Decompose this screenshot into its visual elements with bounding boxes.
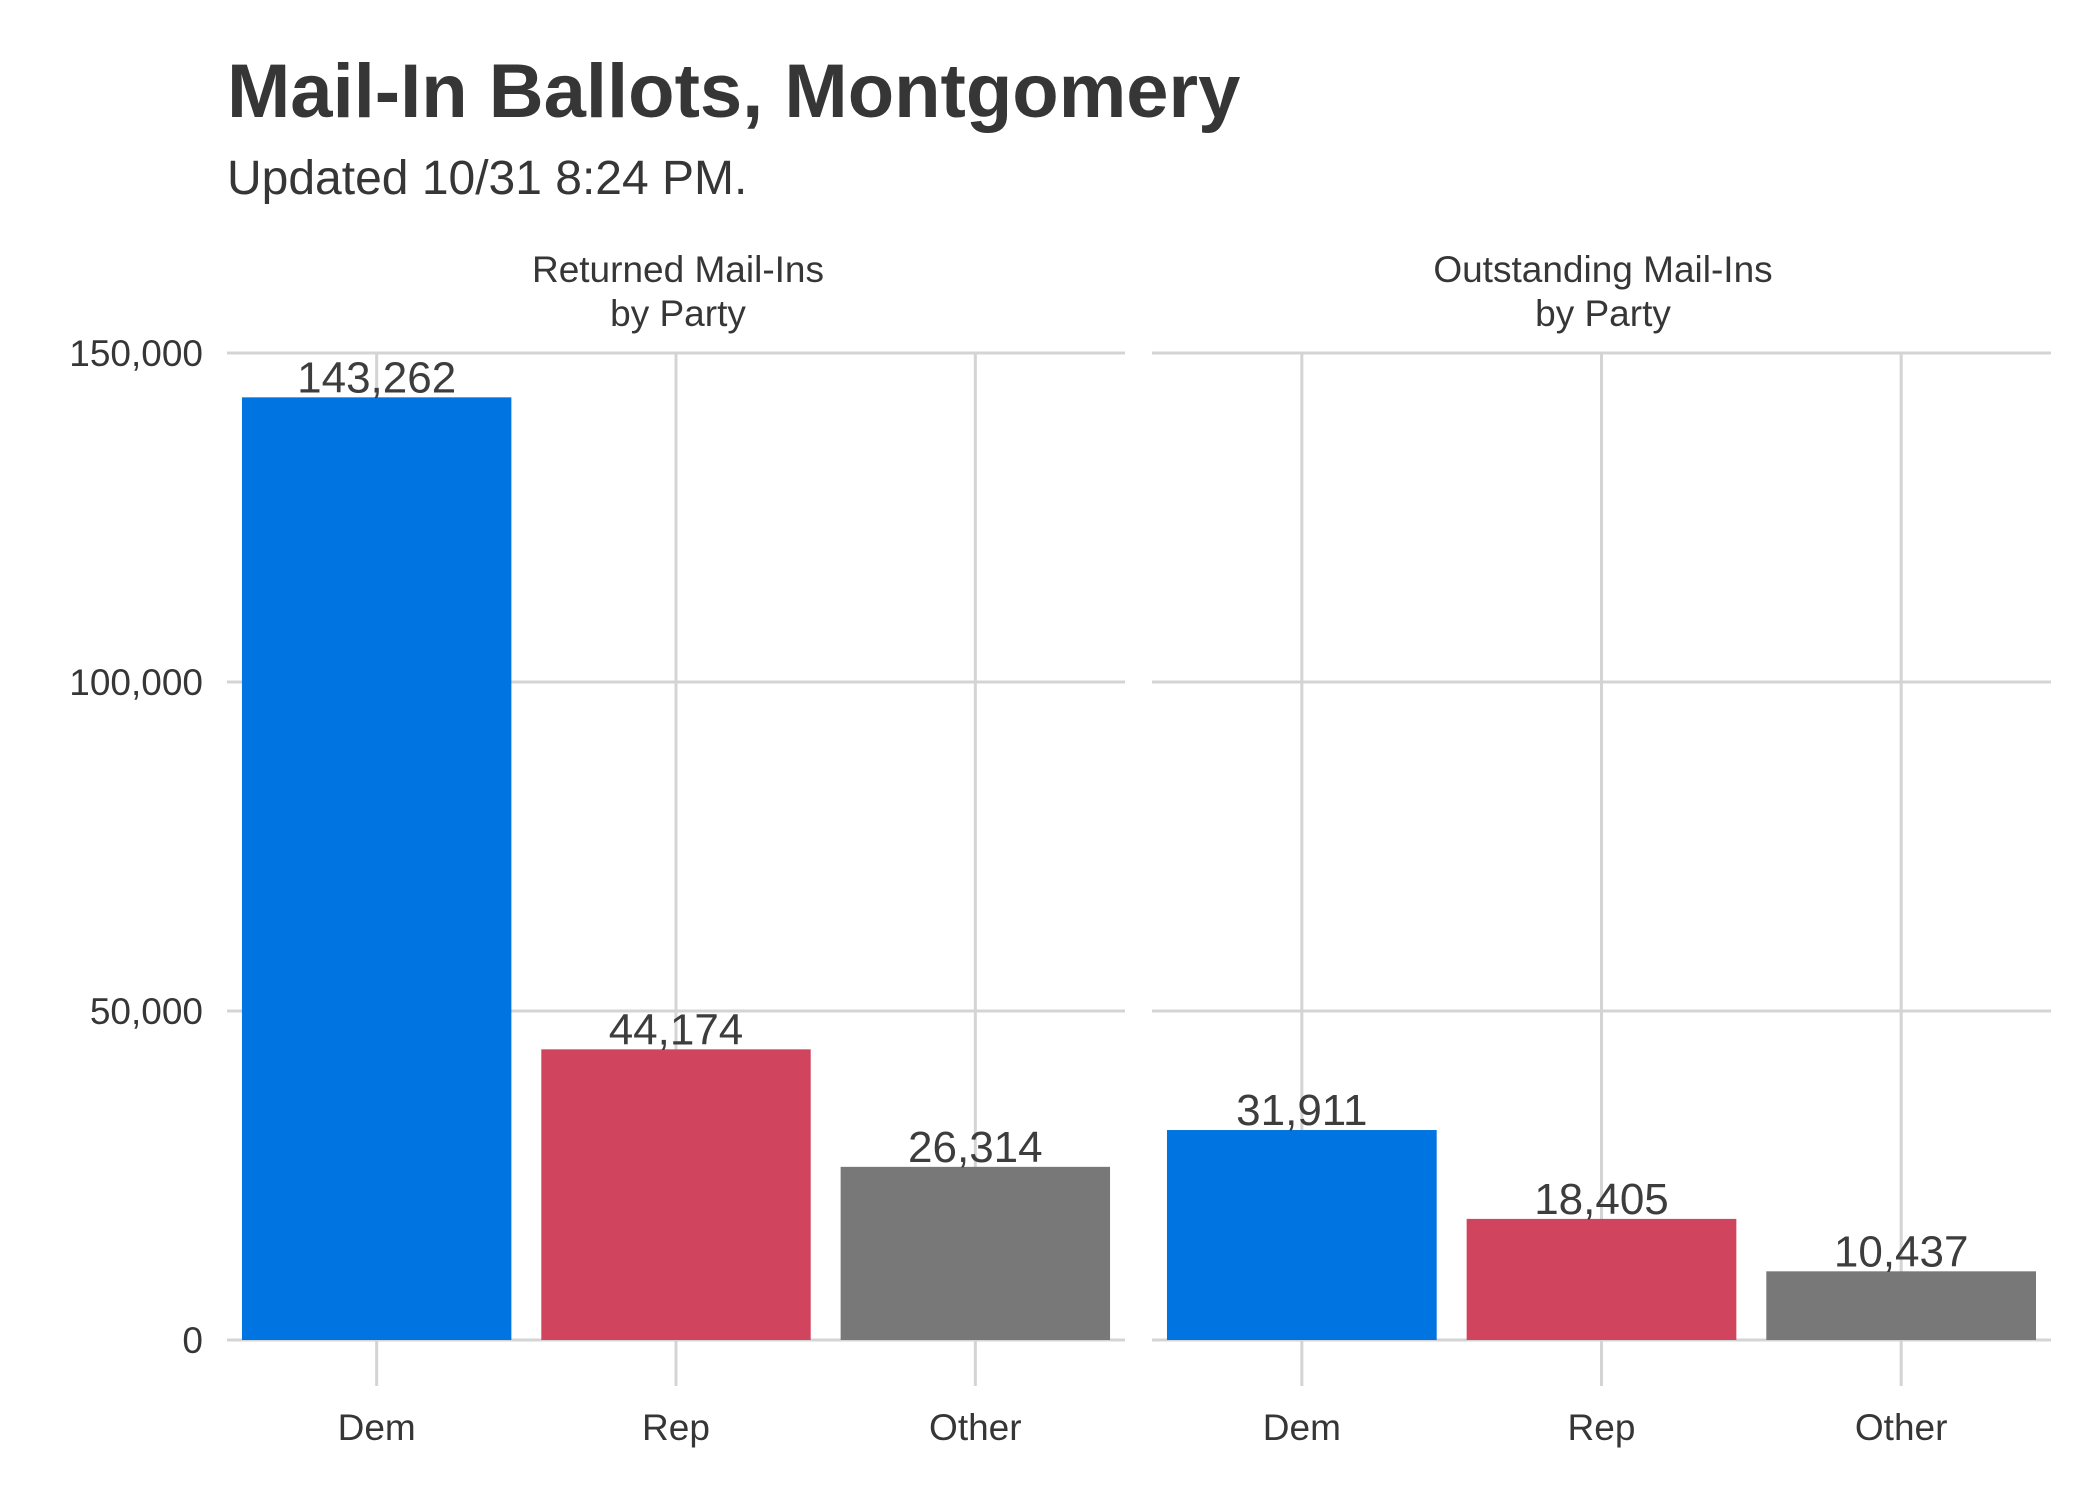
data-label: 10,437 <box>1834 1227 1969 1276</box>
bar-dem <box>1166 1130 1437 1340</box>
bar-rep <box>1466 1218 1737 1340</box>
x-tick-label: Rep <box>1568 1407 1636 1448</box>
panel-title-line2: by Party <box>610 293 746 334</box>
panel-returned: Returned Mail-Ins by Party 143,262 Dem 44,… <box>227 249 1125 1448</box>
y-axis: 0 50,000 100,000 150,000 <box>69 333 203 1361</box>
x-tick-label: Dem <box>338 1407 416 1448</box>
bar-rep <box>541 1049 811 1340</box>
chart-title: Mail-In Ballots, Montgomery <box>227 49 1240 134</box>
data-label: 31,911 <box>1236 1086 1367 1135</box>
x-tick-label: Other <box>1855 1407 1948 1448</box>
y-tick-label: 0 <box>182 1320 203 1361</box>
x-tick-label: Other <box>929 1407 1022 1448</box>
panel-title-line2: by Party <box>1535 293 1671 334</box>
data-label: 26,314 <box>908 1123 1043 1172</box>
bar-other <box>840 1166 1111 1340</box>
panel-outstanding: Outstanding Mail-Ins by Party 31,911 Dem 1… <box>1152 249 2051 1448</box>
data-label: 18,405 <box>1534 1175 1669 1224</box>
x-tick-label: Rep <box>642 1407 710 1448</box>
bar-dem <box>241 397 512 1340</box>
data-label: 44,174 <box>609 1005 744 1054</box>
x-tick-label: Dem <box>1263 1407 1341 1448</box>
chart-subtitle: Updated 10/31 8:24 PM. <box>227 152 747 205</box>
y-tick-label: 150,000 <box>69 333 203 374</box>
panel-title-line1: Outstanding Mail-Ins <box>1433 249 1772 290</box>
data-label: 143,262 <box>297 353 456 402</box>
y-tick-label: 100,000 <box>69 662 203 703</box>
bar-other <box>1766 1271 2037 1340</box>
y-tick-label: 50,000 <box>90 991 203 1032</box>
panel-title-line1: Returned Mail-Ins <box>532 249 824 290</box>
